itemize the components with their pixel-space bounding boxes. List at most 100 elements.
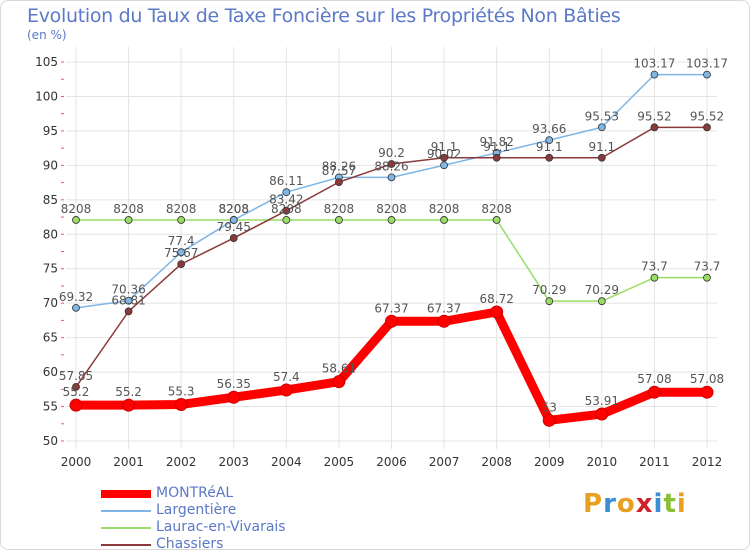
data-point	[440, 153, 448, 162]
data-point	[440, 216, 448, 224]
data-labels: 8208 8208 8208 8208 8208 8208 8208 8208 8208 70.2…	[59, 57, 728, 415]
legend-label-montreal: MONTRéAL	[156, 485, 234, 501]
data-point	[703, 273, 711, 282]
data-label: 95.53	[585, 109, 619, 123]
y-tick-label: 80	[43, 227, 58, 241]
data-label: 88.26	[322, 159, 356, 173]
y-tick-label: 60	[43, 365, 58, 379]
data-point	[335, 216, 343, 224]
data-label: 83.42	[269, 193, 303, 207]
data-label: 55.2	[115, 385, 142, 399]
data-point	[545, 136, 554, 145]
data-label: 57.85	[59, 369, 93, 383]
data-label: 87.57	[322, 164, 356, 178]
y-tick-label: 50	[43, 434, 58, 448]
data-point	[387, 160, 396, 168]
data-point	[229, 216, 238, 224]
series-points	[69, 70, 714, 427]
data-label: 67.37	[374, 301, 408, 315]
x-tick-label: 2011	[639, 455, 670, 469]
data-point	[279, 383, 293, 397]
data-label: 56.35	[217, 377, 251, 391]
x-tick-label: 2009	[534, 455, 565, 469]
data-point	[703, 70, 711, 79]
data-point	[282, 188, 291, 197]
logo-letter: r	[603, 489, 617, 519]
data-point	[124, 296, 133, 305]
x-tick-label: 2007	[429, 455, 460, 469]
data-label: 75.67	[164, 246, 198, 260]
data-label: 70.29	[585, 283, 619, 297]
data-point	[177, 216, 186, 224]
y-tick-label: 100	[35, 89, 58, 103]
data-point	[545, 153, 554, 162]
data-label: 93.66	[532, 122, 566, 136]
data-label: 8208	[429, 202, 460, 216]
data-label: 8208	[481, 202, 512, 216]
data-label: 8208	[218, 202, 249, 216]
data-point	[387, 173, 396, 182]
data-label: 69.32	[59, 290, 93, 304]
data-label: 91.82	[479, 135, 513, 149]
data-label: 70.36	[111, 283, 145, 297]
data-label: 58.61	[322, 362, 356, 376]
data-label: 8208	[271, 202, 302, 216]
legend-label-largentiere: Largentière	[156, 502, 237, 518]
logo-letter: t	[663, 489, 677, 519]
data-point	[335, 178, 343, 187]
data-point	[122, 398, 136, 412]
data-label: 90.02	[427, 147, 461, 161]
data-point	[440, 161, 448, 170]
data-label: 53.91	[585, 394, 619, 408]
data-point	[650, 123, 659, 132]
data-point	[177, 248, 186, 257]
y-tick-label: 105	[35, 55, 58, 69]
logo-letter: P	[583, 489, 604, 519]
data-label: 91.1	[431, 140, 458, 154]
data-point	[72, 216, 80, 224]
data-label: 8208	[218, 202, 249, 216]
data-label: 73.7	[641, 260, 668, 274]
data-point	[597, 297, 606, 306]
data-point	[72, 383, 80, 391]
data-point	[282, 206, 291, 215]
y-tick-label: 75	[43, 262, 58, 276]
data-label: 95.52	[690, 109, 724, 123]
x-tick-label: 2012	[692, 455, 723, 469]
y-tick-label: 95	[43, 124, 58, 138]
data-label: 103.17	[633, 57, 675, 71]
data-point	[700, 385, 714, 399]
x-tick-label: 2006	[376, 455, 407, 469]
data-label: 8208	[113, 202, 144, 216]
data-label: 88.26	[374, 159, 408, 173]
chart-title: Evolution du Taux de Taxe Foncière sur l…	[27, 5, 621, 27]
data-label: 55.3	[168, 384, 195, 398]
data-point	[229, 234, 238, 242]
legend-swatch-largentiere	[101, 510, 151, 512]
data-label: 57.08	[690, 372, 724, 386]
data-point	[69, 398, 83, 412]
y-tick-label: 55	[43, 400, 58, 414]
y-axis-unit-label: (en %)	[27, 28, 67, 42]
data-point	[437, 314, 451, 328]
data-label: 57.08	[637, 372, 671, 386]
legend-label-chassiers: Chassiers	[156, 536, 224, 550]
data-label: 86.11	[269, 174, 303, 188]
data-label: 8208	[376, 202, 407, 216]
data-point	[650, 70, 659, 79]
data-point	[542, 413, 556, 427]
data-label: 73.7	[694, 260, 721, 274]
x-tick-label: 2000	[61, 455, 92, 469]
data-label: 95.52	[637, 109, 671, 123]
x-tick-label: 2008	[481, 455, 512, 469]
legend-label-laurac: Laurac-en-Vivarais	[156, 519, 286, 535]
data-point	[282, 216, 291, 224]
logo-letter: i	[653, 489, 664, 519]
data-label: 91.1	[536, 140, 563, 154]
data-label: 8208	[324, 202, 355, 216]
data-label: 68.72	[479, 292, 513, 306]
data-label: 8208	[61, 202, 92, 216]
data-point	[387, 216, 396, 224]
